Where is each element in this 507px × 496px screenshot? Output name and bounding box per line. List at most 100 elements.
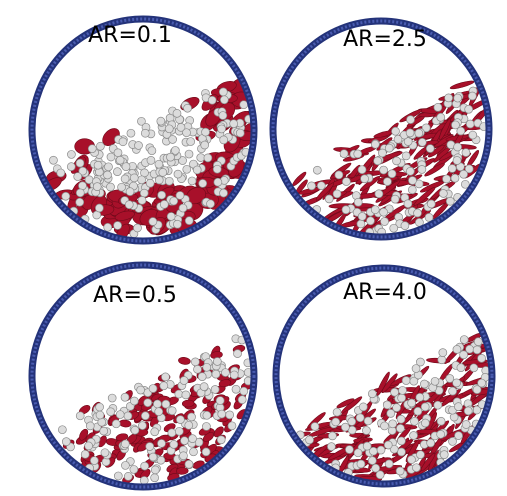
grey-particle	[198, 373, 206, 381]
grey-particle	[396, 467, 404, 475]
grey-particle	[371, 206, 379, 214]
grey-particle	[202, 422, 210, 430]
grey-particle	[197, 154, 205, 162]
grey-particle	[342, 206, 350, 214]
grey-particle	[416, 451, 424, 459]
grey-particle	[149, 385, 157, 393]
grey-particle	[454, 94, 462, 102]
grey-particle	[130, 465, 138, 473]
grey-particle	[165, 125, 173, 133]
grey-particle	[167, 212, 175, 220]
grey-particle	[439, 189, 447, 197]
grey-particle	[185, 421, 193, 429]
grey-particle	[469, 131, 477, 139]
grey-particle	[104, 223, 112, 231]
grey-particle	[213, 357, 221, 365]
grey-particle	[138, 196, 146, 204]
red-particle	[178, 357, 191, 366]
grey-particle	[421, 403, 429, 411]
grey-particle	[434, 103, 442, 111]
grey-particle	[62, 192, 70, 200]
grey-particle	[410, 417, 418, 425]
grey-particle	[76, 412, 84, 420]
grey-particle	[199, 179, 207, 187]
grey-particle	[358, 212, 366, 220]
grey-particle	[180, 376, 188, 384]
grey-particle	[114, 149, 122, 157]
grey-particle	[203, 363, 211, 371]
grey-particle	[396, 424, 404, 432]
grey-particle	[183, 165, 191, 173]
grey-particle	[203, 411, 211, 419]
grey-particle	[470, 364, 478, 372]
grey-particle	[98, 418, 106, 426]
grey-particle	[119, 138, 127, 146]
grey-particle	[375, 190, 383, 198]
grey-particle	[184, 104, 192, 112]
grey-particle	[440, 451, 448, 459]
grey-particle	[332, 418, 340, 426]
grey-particle	[341, 423, 349, 431]
grey-particle	[374, 157, 382, 165]
grey-particle	[183, 129, 191, 137]
grey-particle	[133, 224, 141, 232]
grey-particle	[213, 165, 221, 173]
grey-particle	[402, 376, 410, 384]
grey-particle	[378, 149, 386, 157]
grey-particle	[454, 403, 462, 411]
grey-particle	[202, 448, 210, 456]
grey-particle	[398, 394, 406, 402]
grey-particle	[189, 435, 197, 443]
grey-particle	[449, 387, 457, 395]
grey-particle	[451, 121, 459, 129]
grey-particle	[372, 464, 380, 472]
grey-particle	[220, 96, 228, 104]
panel-label: AR=0.5	[93, 283, 177, 308]
grey-particle	[363, 442, 371, 450]
grey-particle	[85, 176, 93, 184]
grey-particle	[137, 386, 145, 394]
grey-particle	[170, 440, 178, 448]
grey-particle	[49, 156, 57, 164]
grey-particle	[401, 222, 409, 230]
grey-particle	[144, 399, 152, 407]
grey-particle	[397, 415, 405, 423]
grey-particle	[151, 466, 159, 474]
grey-particle	[204, 154, 212, 162]
grey-particle	[185, 460, 193, 468]
grey-particle	[220, 136, 228, 144]
grey-particle	[168, 407, 176, 415]
grey-particle	[457, 364, 465, 372]
grey-particle	[140, 476, 148, 484]
grey-particle	[232, 385, 240, 393]
grey-particle	[383, 401, 391, 409]
grey-particle	[124, 472, 132, 480]
grey-particle	[236, 129, 244, 137]
grey-particle	[57, 169, 65, 177]
grey-particle	[100, 427, 108, 435]
grey-particle	[216, 397, 224, 405]
grey-particle	[96, 411, 104, 419]
grey-particle	[218, 125, 226, 133]
grey-particle	[124, 412, 132, 420]
grey-particle	[460, 170, 468, 178]
grey-particle	[131, 426, 139, 434]
grey-particle	[90, 457, 98, 465]
grey-particle	[466, 120, 474, 128]
grey-particle	[392, 127, 400, 135]
grey-particle	[359, 403, 367, 411]
grey-particle	[391, 195, 399, 203]
grey-particle	[141, 412, 149, 420]
grey-particle	[437, 417, 445, 425]
grey-particle	[308, 182, 316, 190]
grey-particle	[157, 117, 165, 125]
grey-particle	[76, 189, 84, 197]
grey-particle	[81, 450, 89, 458]
grey-particle	[404, 200, 412, 208]
grey-particle	[354, 198, 362, 206]
grey-particle	[76, 159, 84, 167]
grey-particle	[445, 94, 453, 102]
grey-particle	[380, 166, 388, 174]
grey-particle	[407, 116, 415, 124]
grey-particle	[122, 163, 130, 171]
